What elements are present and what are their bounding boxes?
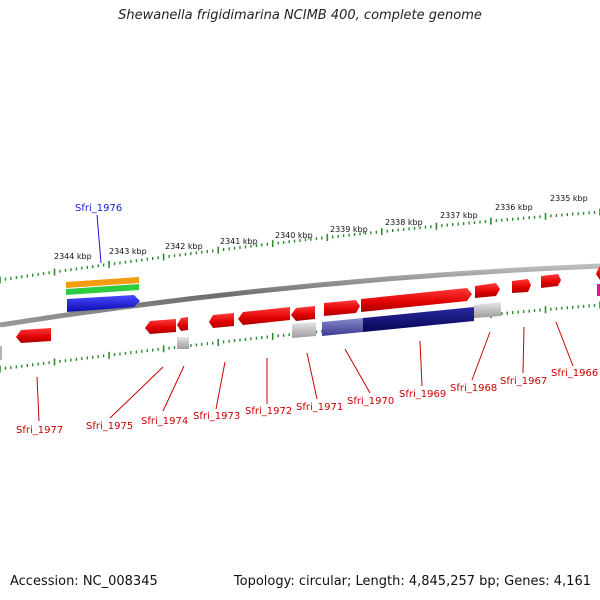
kbp-label-2341: 2341 kbp [220,237,258,246]
gene-label-sfri-1975[interactable]: Sfri_1975 [86,421,133,432]
leader-sfri-1968 [471,331,491,381]
kbp-label-2339: 2339 kbp [330,225,368,234]
leader-sfri-1975 [109,366,164,419]
feature-slate-block [322,318,363,336]
gene-arrow-lower-4[interactable] [209,313,234,328]
gene-label-sfri-1966[interactable]: Sfri_1966 [551,368,598,379]
feature-grey-edge [0,346,2,360]
leader-sfri-1977 [36,376,40,422]
gene-label-sfri-1971[interactable]: Sfri_1971 [296,402,343,413]
gene-arrow-lower-3[interactable] [177,317,188,331]
gene-arrow-lower-2[interactable] [145,319,176,334]
leader-sfri-1974 [162,365,185,412]
feature-grey-small [177,337,189,349]
gene-sfri-1976-arrow[interactable] [67,295,140,312]
gene-arrow-upper-1[interactable] [324,300,360,316]
gene-label-sfri-1969[interactable]: Sfri_1969 [399,389,446,400]
gene-arrow-upper-4[interactable] [512,279,531,293]
gene-label-sfri-1968[interactable]: Sfri_1968 [450,383,497,394]
kbp-label-2344: 2344 kbp [54,252,92,261]
gene-label-sfri-1970[interactable]: Sfri_1970 [347,396,394,407]
genome-info-text: Topology: circular; Length: 4,845,257 bp… [233,574,591,589]
gene-arrow-lower-6[interactable] [291,306,315,321]
gene-leader-lines [36,321,574,422]
gene-label-sfri-1977[interactable]: Sfri_1977 [16,425,63,436]
gene-label-sfri-1974[interactable]: Sfri_1974 [141,416,188,427]
kbp-label-2343: 2343 kbp [109,247,147,256]
kbp-label-2340: 2340 kbp [275,231,313,240]
kbp-label-2342: 2342 kbp [165,242,203,251]
leader-sfri-1971 [306,352,318,400]
feature-navy-block [363,307,474,332]
map-title: Shewanella frigidimarina NCIMB 400, comp… [118,8,482,23]
kbp-labels: 2344 kbp 2343 kbp 2342 kbp 2341 kbp 2340… [54,194,588,261]
gene-arrow-lower-5[interactable] [238,307,290,325]
kbp-label-2337: 2337 kbp [440,211,478,220]
accession-text: Accession: NC_008345 [10,574,158,589]
feature-grey-right [474,302,501,318]
outer-tick-row [0,208,600,284]
gene-arrow-upper-5[interactable] [541,274,561,288]
gene-labels: Sfri_1977 Sfri_1975 Sfri_1974 Sfri_1973 … [16,368,598,436]
gene-arrow-upper-6[interactable] [596,266,600,280]
feature-grey-block [292,322,316,338]
kbp-label-2336: 2336 kbp [495,203,533,212]
gene-label-sfri-1976[interactable]: Sfri_1976 [75,203,122,214]
gene-sfri-1976-leader [96,214,102,264]
gene-arrow-upper-3[interactable] [475,283,500,298]
feature-magenta-mark [597,284,600,296]
feature-orange-bar [66,277,139,288]
leader-sfri-1969 [419,340,423,387]
kbp-label-2335: 2335 kbp [550,194,588,203]
gene-arrow-upper-2[interactable] [361,288,472,312]
leader-sfri-1966 [555,321,574,367]
genome-backbone [0,263,600,328]
leader-sfri-1970 [344,348,371,394]
leader-sfri-1967 [522,326,525,374]
gene-label-sfri-1973[interactable]: Sfri_1973 [193,411,240,422]
gene-arrow-lower-1[interactable] [16,328,51,343]
gene-label-sfri-1972[interactable]: Sfri_1972 [245,406,292,417]
kbp-label-2338: 2338 kbp [385,218,423,227]
gene-label-sfri-1967[interactable]: Sfri_1967 [500,376,547,387]
feature-green-bar [66,284,139,295]
leader-sfri-1973 [215,361,226,410]
